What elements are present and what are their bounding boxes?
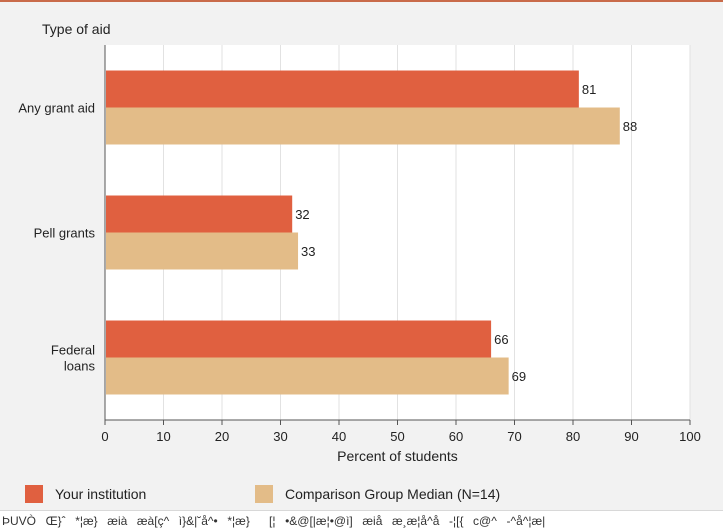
top-rule (0, 0, 723, 2)
data-label-comparison-group-2: 69 (512, 369, 526, 384)
legend-swatch-comparison-group (255, 485, 273, 503)
tick-label-x-30: 30 (273, 429, 287, 444)
bar-your-institution-2 (106, 320, 492, 358)
category-label-1-0: Pell grants (34, 226, 96, 241)
tick-label-x-50: 50 (390, 429, 404, 444)
data-label-your-institution-1: 32 (295, 207, 309, 222)
data-label-your-institution-2: 66 (494, 332, 508, 347)
tick-label-x-40: 40 (332, 429, 346, 444)
category-label-2-1: loans (64, 359, 96, 374)
legend-swatch-your-institution (25, 485, 43, 503)
tick-label-x-60: 60 (449, 429, 463, 444)
x-axis-label: Percent of students (337, 448, 458, 464)
legend-label-your-institution: Your institution (55, 486, 147, 502)
legend-item-comparison-group: Comparison Group Median (N=14) (255, 485, 500, 503)
legend-label-comparison-group: Comparison Group Median (N=14) (285, 486, 501, 502)
bar-comparison-group-2 (106, 357, 509, 395)
tick-label-x-70: 70 (507, 429, 521, 444)
category-label-2-0: Federal (51, 343, 95, 358)
tick-label-x-10: 10 (156, 429, 170, 444)
data-label-comparison-group-0: 88 (623, 119, 637, 134)
category-label-0-0: Any grant aid (18, 101, 95, 116)
footer-note: ÞUVÒŒ}ˆ *¦æ}æià æà[ç^ ì}&|˘å^• *¦æ} [… (0, 510, 723, 531)
bar-comparison-group-1 (106, 232, 299, 270)
data-label-comparison-group-1: 33 (301, 244, 315, 259)
bar-chart: 0 10 20 30 40 50 60 70 80 90 100 Type of aid Percent… (18, 21, 701, 464)
legend: Your institution Comparison Group Median… (0, 480, 723, 510)
data-label-your-institution-0: 81 (582, 82, 596, 97)
tick-label-x-100: 100 (679, 429, 701, 444)
tick-label-x-20: 20 (215, 429, 229, 444)
chart-title: Type of aid (42, 21, 111, 37)
legend-item-your-institution: Your institution (25, 485, 146, 503)
tick-label-x-90: 90 (624, 429, 638, 444)
bar-comparison-group-0 (106, 107, 620, 145)
tick-label-x-80: 80 (566, 429, 580, 444)
bar-your-institution-0 (106, 70, 579, 108)
tick-label-x-0: 0 (101, 429, 108, 444)
bar-your-institution-1 (106, 195, 293, 233)
